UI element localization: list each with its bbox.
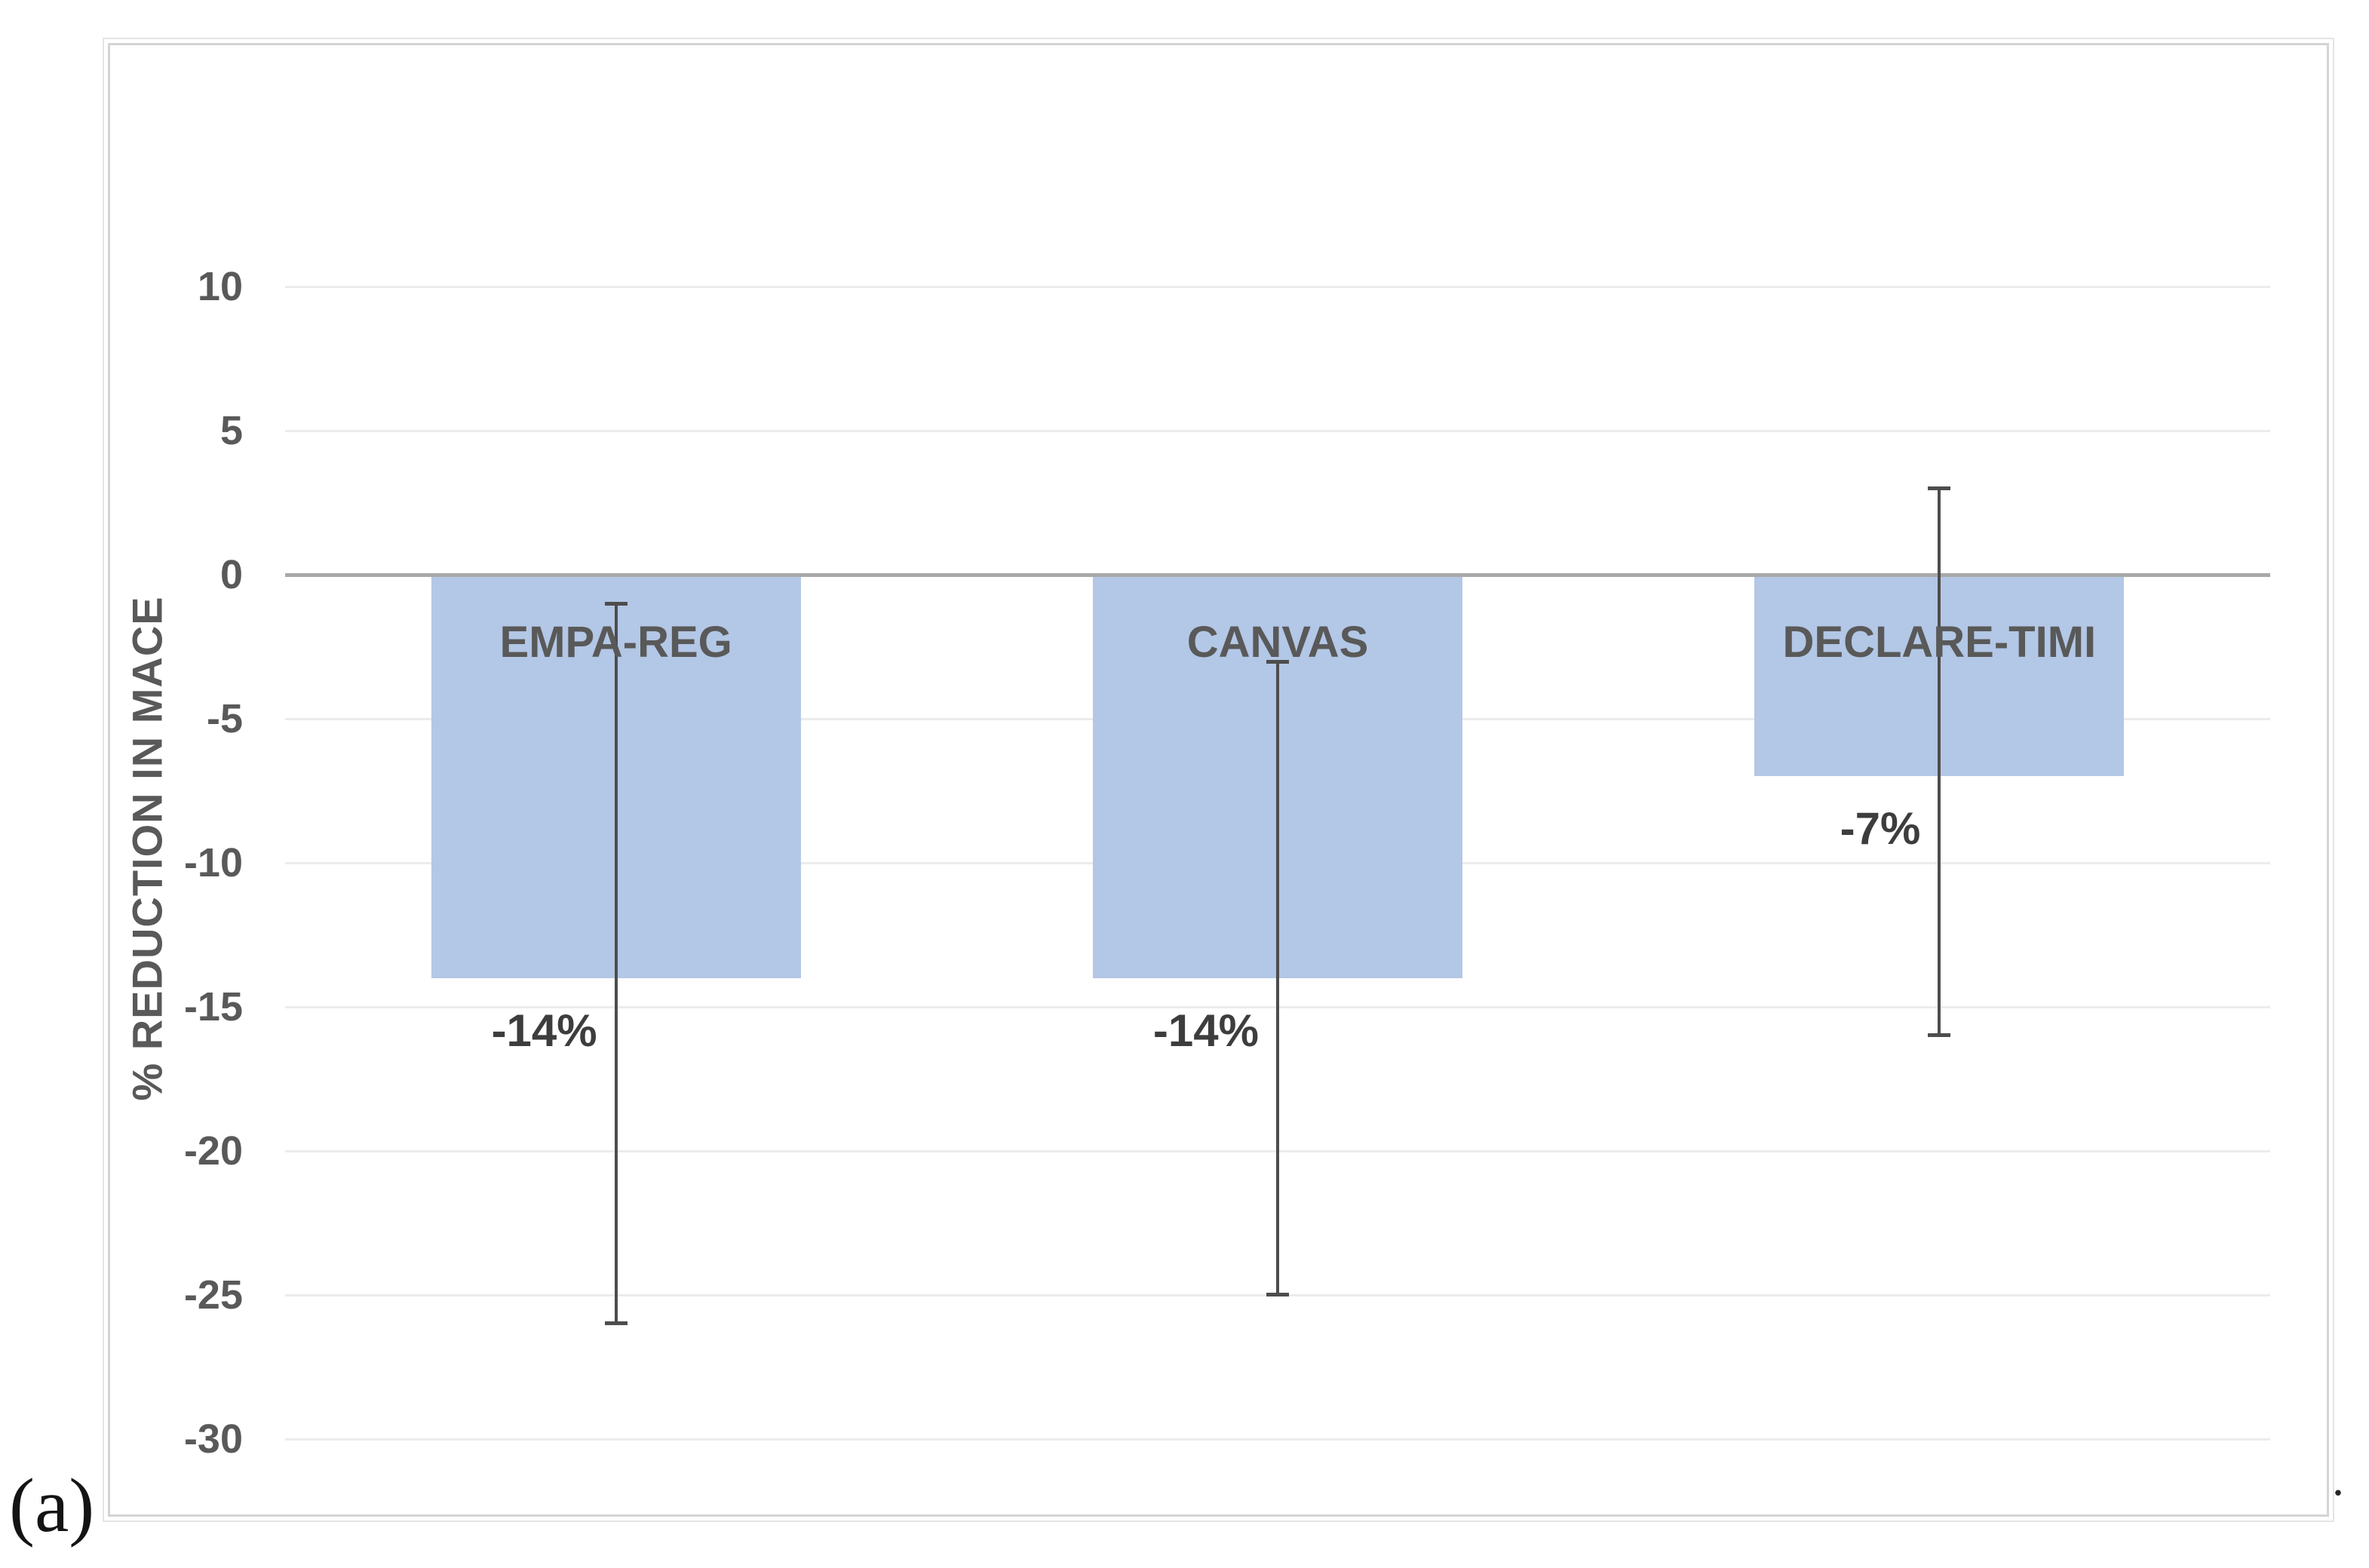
y-tick-label: -5: [206, 696, 243, 741]
y-tick-label: -30: [183, 1416, 243, 1462]
y-tick-label: -20: [183, 1128, 243, 1174]
error-bar-cap-bottom: [1928, 1033, 1951, 1038]
category-label: DECLARE-TIMI: [1782, 618, 2097, 667]
y-tick-label: 5: [219, 408, 243, 453]
category-label: CANVAS: [1186, 618, 1369, 667]
error-bar-cap-bottom: [604, 1321, 628, 1326]
error-bar-cap-top: [604, 602, 628, 606]
y-gridline: [285, 430, 2270, 432]
y-tick-label: 0: [219, 552, 243, 597]
y-gridline: [285, 1438, 2270, 1441]
y-gridline: [285, 286, 2270, 288]
error-bar-line: [1938, 488, 1941, 1036]
figure-panel-label: (a): [9, 1463, 95, 1548]
error-bar-cap-top: [1266, 659, 1289, 664]
y-axis-title: % REDUCTION IN MACE: [123, 596, 171, 1101]
data-label: -14%: [1152, 1005, 1259, 1056]
y-tick-label: 10: [197, 264, 243, 309]
y-tick-label: -10: [183, 840, 243, 885]
error-bar-cap-bottom: [1266, 1293, 1289, 1296]
x-axis-line: [285, 573, 2270, 577]
data-label: -14%: [491, 1005, 597, 1056]
error-bar-cap-top: [1928, 486, 1951, 491]
caption-period-text: .: [2332, 1452, 2344, 1505]
error-bar-line: [614, 603, 618, 1324]
category-label: EMPA-REG: [499, 618, 732, 667]
error-bar-line: [1276, 661, 1279, 1295]
data-label: -7%: [1840, 803, 1921, 855]
y-tick-label: -25: [183, 1272, 243, 1318]
y-tick-label: -15: [183, 984, 243, 1029]
